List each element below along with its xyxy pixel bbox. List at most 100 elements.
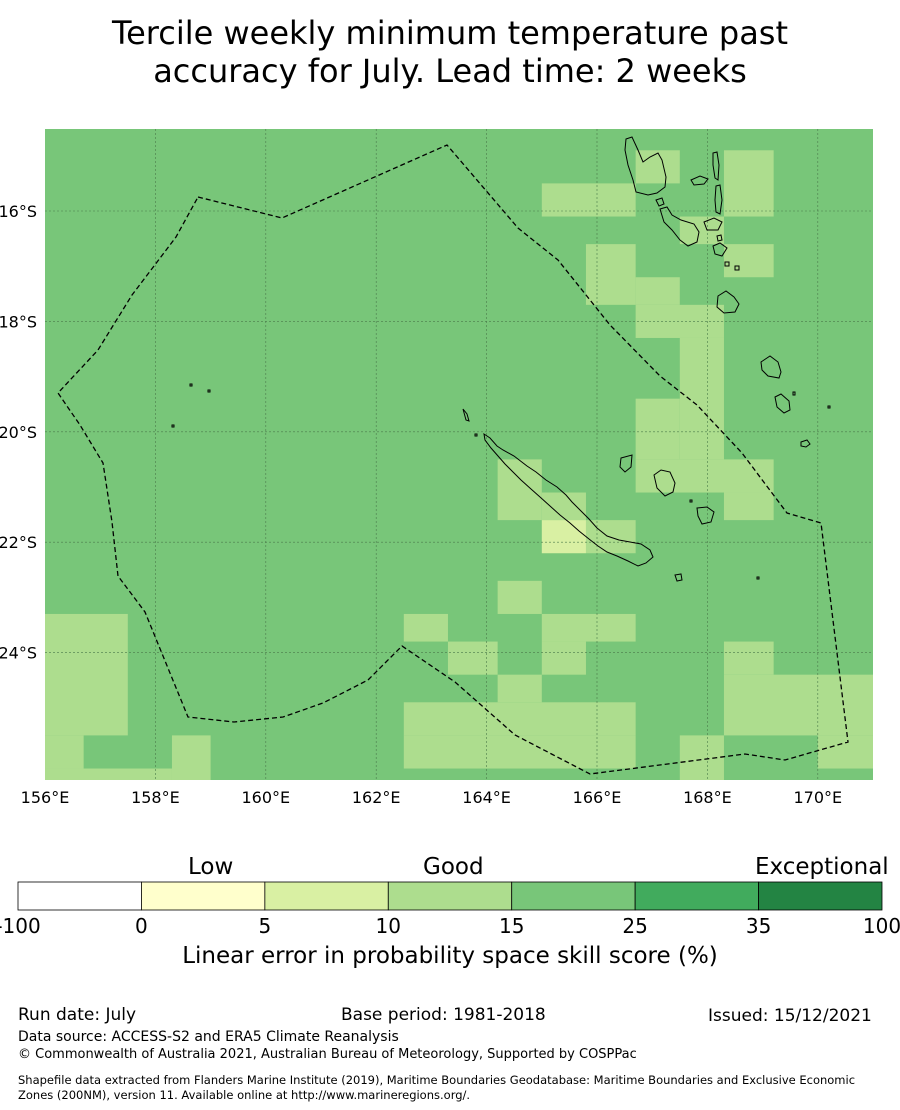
skill-map: 16°S 18°S 20°S 22°S 24°S 156°E 158°E 160°E 162°… [0,129,873,807]
coastline-espiritu-santo [624,136,667,196]
lat-tick-label: 20°S [0,423,37,442]
coastline-aniwa [792,391,796,396]
skill-cell-10-15 [817,735,873,769]
skill-cell-10-15 [679,735,724,780]
longitude-labels: 156°E 158°E 160°E 162°E 164°E 166°E 168°E 170°E [21,788,842,807]
legend-bin [387,881,513,911]
legend-category-good: Good [423,854,484,880]
legend-tick-label: 100 [863,914,900,938]
skill-cell-10-15 [171,735,211,780]
lon-tick-label: 164°E [462,788,511,807]
data-source: Data source: ACCESS-S2 and ERA5 Climate … [18,1029,399,1045]
coastline-ouvea [619,454,633,473]
eez-boundary [57,144,849,775]
skill-cell-10-15 [585,520,636,554]
legend-tick-labels: -100 0 5 10 15 25 35 100 [0,914,900,938]
legend-bin [264,881,389,911]
coastlines [171,136,831,582]
legend-bins [17,881,883,911]
coastline-malekula [659,206,700,247]
coastline-pentecost [714,184,723,215]
coastline-new-caledonia [483,432,654,567]
skill-cell-5-10 [541,520,586,554]
coastline-shepherd [724,261,740,271]
legend-tick-label: 35 [746,914,771,938]
skill-cell-10-15 [45,613,128,736]
lat-tick-label: 24°S [0,644,37,663]
shapefile-credit-line-2: Zones (200NM), version 11. Available onl… [18,1088,471,1102]
coastline-erromango [760,355,782,379]
skill-cell-10-15 [45,735,84,769]
skill-cell-10-15 [497,674,542,703]
latitude-labels: 16°S 18°S 20°S 22°S 24°S [0,202,37,663]
skill-cell-10-15 [723,641,774,675]
lat-tick-label: 16°S [0,202,37,221]
shapefile-credit-line-1: Shapefile data extracted from Flanders M… [18,1073,856,1087]
skill-cell-10-15 [497,580,542,614]
lon-tick-label: 158°E [131,788,180,807]
coastline-islet-nc [474,433,478,437]
coastline-chesterfield-3 [171,424,175,428]
legend-tick-label: 10 [376,914,401,938]
skill-cell-10-15 [403,613,448,642]
coastline-futuna [827,405,831,409]
coastline-ambae [690,175,709,186]
legend-tick-label: 15 [499,914,524,938]
map-title: Tercile weekly minimum temperature past … [0,14,900,90]
skill-cell-10-15 [447,641,498,675]
skill-cells-5-10 [541,520,586,554]
lon-tick-label: 168°E [683,788,732,807]
skill-cell-10-15 [679,337,724,460]
base-period: Base period: 1981-2018 [341,1005,546,1025]
skill-cell-10-15 [635,459,774,493]
legend-bin [17,881,142,911]
skill-cell-10-15 [541,613,636,642]
legend-bin [634,881,759,911]
map-gridlines [45,129,873,780]
skill-cell-10-15 [635,277,680,305]
issued-date: Issued: 15/12/2021 [708,1006,872,1026]
copyright: © Commonwealth of Australia 2021, Austra… [18,1047,637,1062]
skill-cell-10-15 [585,244,636,305]
coastline-walpole [756,576,760,580]
skill-cell-10-15 [635,150,680,184]
legend-colorbar: -100 0 5 10 15 25 35 100 [0,881,900,938]
coastline-isle-of-pines [674,573,683,582]
coastline-tanna [774,393,791,414]
coastline-lifou [653,469,676,497]
skill-cell-10-15 [45,768,172,780]
coastline-aneityum [800,439,811,448]
coastline-paama [716,234,723,242]
skill-cell-10-15 [541,183,636,217]
lon-tick-label: 162°E [352,788,401,807]
skill-cell-10-15 [723,150,774,217]
legend-tick-label: 0 [135,914,148,938]
coastline-efate [716,290,740,314]
lat-tick-label: 18°S [0,312,37,331]
coastline-loyalty-islet [689,499,693,503]
skill-cell-10-15 [635,398,680,460]
coastline-chesterfield-2 [207,389,211,393]
lon-tick-label: 160°E [241,788,290,807]
skill-cell-10-15 [403,735,636,769]
coastline-chesterfield-1 [189,383,193,387]
lon-tick-label: 166°E [573,788,622,807]
skill-cell-10-15 [541,492,586,521]
coastline-maewo [712,151,720,181]
skill-cell-10-15 [723,244,774,278]
lat-tick-label: 22°S [0,533,37,552]
coastline-malo [655,197,665,207]
title-line-1: Tercile weekly minimum temperature past [111,14,789,52]
lon-tick-label: 170°E [793,788,842,807]
legend-caption: Linear error in probability space skill … [182,943,718,969]
legend-tick-label: -100 [0,914,41,938]
legend-category-low: Low [188,854,234,880]
skill-cell-10-15 [723,492,774,521]
skill-cell-10-15 [541,641,586,675]
legend-tick-label: 25 [622,914,647,938]
skill-cell-10-15 [403,702,636,736]
coastline-belep [462,408,470,422]
coastline-epi [712,242,728,257]
legend-bin [141,881,266,911]
skill-cell-10-15 [497,459,542,521]
